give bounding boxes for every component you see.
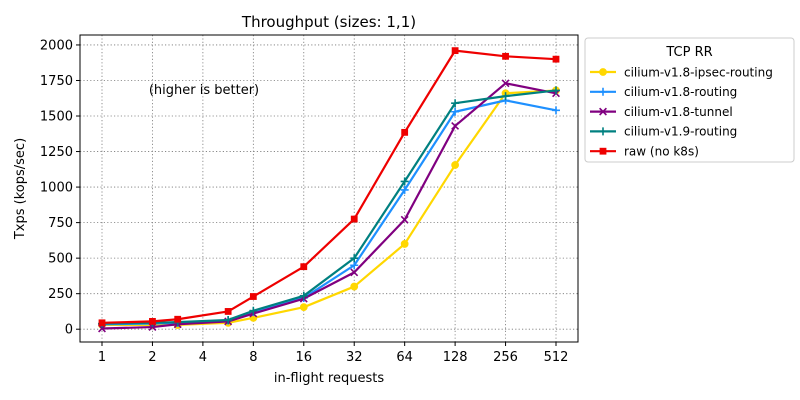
x-tick-label: 4 — [199, 350, 207, 365]
y-tick-label: 1000 — [40, 181, 73, 196]
data-point — [599, 107, 607, 116]
legend-item: cilium-v1.8-tunnel — [590, 105, 733, 119]
y-tick-label: 2000 — [40, 38, 73, 53]
y-axis-label: Txps (kops/sec) — [13, 138, 28, 240]
data-point — [502, 52, 509, 60]
data-point — [451, 47, 459, 55]
legend-label: cilium-v1.8-tunnel — [624, 105, 733, 119]
y-tick-label: 0 — [65, 323, 73, 338]
legend-item: cilium-v1.8-ipsec-routing — [590, 65, 773, 79]
x-tick-label: 8 — [249, 350, 257, 365]
data-point — [148, 323, 157, 332]
axis-ticks: 1 2 4 8 16 32 64 128 256 512 0 250 500 750 1000 1250 150… — [40, 38, 569, 365]
data-point — [350, 261, 359, 270]
data-point — [400, 215, 409, 224]
legend-title: TCP RR — [665, 45, 712, 60]
data-point — [299, 291, 308, 300]
x-tick-label: 512 — [544, 350, 569, 365]
data-point — [451, 107, 460, 116]
data-point — [350, 254, 359, 263]
data-point — [249, 293, 257, 300]
data-point — [249, 306, 258, 315]
annotation-text: (higher is better) — [149, 83, 259, 98]
data-point — [599, 68, 607, 76]
series-raw-no-k8s — [98, 47, 560, 327]
data-point — [501, 79, 510, 88]
data-point — [400, 177, 409, 186]
legend-item: cilium-v1.8-routing — [590, 85, 737, 99]
data-point — [400, 185, 409, 194]
x-tick-label: 64 — [396, 350, 413, 365]
data-point — [350, 268, 359, 277]
x-tick-label: 256 — [493, 350, 518, 365]
data-point — [451, 121, 460, 130]
legend-label: cilium-v1.9-routing — [624, 125, 737, 139]
data-point — [299, 303, 308, 312]
data-point — [552, 106, 560, 115]
y-tick-label: 1500 — [40, 110, 73, 125]
x-axis-label: in-flight requests — [274, 371, 384, 386]
data-point — [98, 319, 106, 327]
y-tick-label: 250 — [48, 287, 73, 302]
legend-label: raw (no k8s) — [624, 145, 699, 159]
data-point — [451, 99, 460, 108]
data-point — [174, 315, 182, 323]
x-tick-label: 32 — [346, 350, 363, 365]
plot-frame — [79, 34, 579, 343]
data-point — [552, 86, 560, 95]
data-point — [300, 263, 308, 271]
y-tick-label: 750 — [48, 216, 73, 231]
y-tick-label: 1250 — [40, 145, 73, 160]
legend-items: cilium-v1.8-ipsec-routing cilium-v1.8-rou… — [590, 65, 773, 159]
legend-item: cilium-v1.9-routing — [590, 125, 737, 139]
data-point — [401, 128, 409, 136]
legend-label: cilium-v1.8-routing — [624, 85, 737, 99]
data-point — [552, 55, 560, 63]
legend: TCP RR cilium-v1.8-ipsec-routingcilium-v… — [584, 37, 795, 163]
data-point — [224, 315, 233, 324]
chart-title: Throughput (sizes: 1,1) — [241, 13, 416, 31]
data-point — [98, 324, 106, 333]
data-point — [501, 92, 510, 101]
y-tick-label: 500 — [48, 252, 73, 267]
y-tick-label: 1750 — [40, 74, 73, 89]
x-tick-label: 16 — [296, 350, 313, 365]
x-tick-label: 128 — [443, 350, 468, 365]
data-point — [350, 282, 359, 291]
legend-item: raw (no k8s) — [590, 145, 699, 159]
legend-label: cilium-v1.8-ipsec-routing — [624, 65, 773, 79]
x-tick-label: 1 — [98, 350, 106, 365]
data-point — [599, 147, 607, 155]
data-point — [451, 161, 460, 169]
series-group — [98, 47, 560, 333]
data-point — [149, 317, 156, 325]
x-tick-label: 2 — [148, 350, 156, 365]
data-point — [224, 308, 232, 315]
data-point — [599, 127, 607, 136]
grid — [80, 35, 578, 342]
data-point — [350, 215, 358, 223]
data-point — [599, 87, 607, 96]
legend-box — [584, 37, 795, 163]
data-point — [400, 240, 409, 248]
